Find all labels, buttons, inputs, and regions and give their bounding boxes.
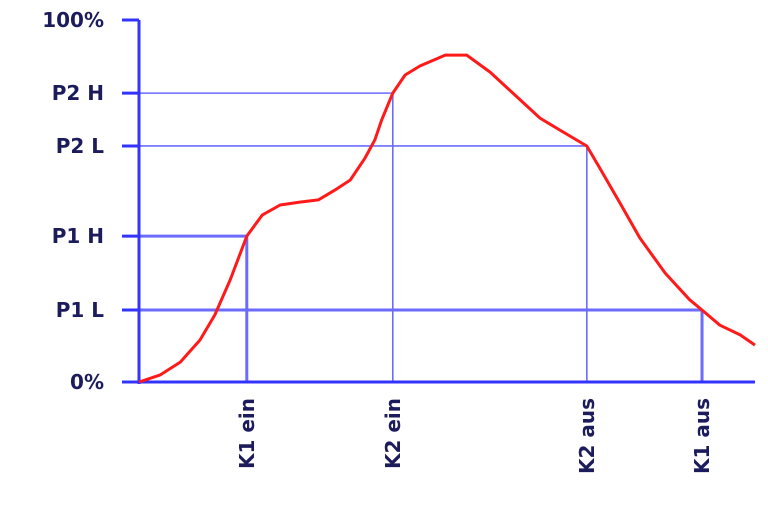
x-marker-label: K2 ein (381, 398, 405, 469)
y-tick-label: P1 H (52, 224, 104, 248)
y-tick-label: 0% (70, 370, 104, 394)
curve-line (138, 53, 756, 384)
x-marker-label: K1 aus (690, 398, 714, 474)
y-tick-label: P2 H (52, 81, 104, 105)
y-tick-label: P1 L (56, 298, 105, 322)
x-marker-label: K1 ein (235, 398, 259, 469)
y-tick-label: P2 L (56, 134, 105, 158)
y-tick-label: 100% (42, 8, 104, 32)
x-marker-label: K2 aus (575, 398, 599, 474)
